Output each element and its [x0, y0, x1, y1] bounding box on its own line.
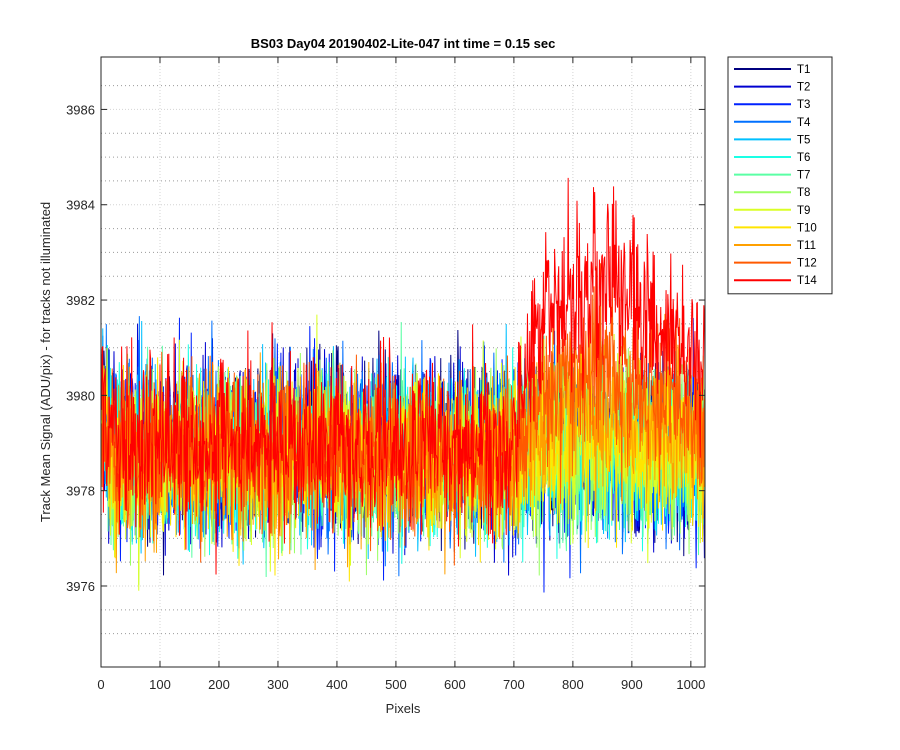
- legend-label-t1: T1: [797, 64, 810, 76]
- y-tick-label: 3982: [66, 293, 95, 308]
- legend-label-t8: T8: [797, 187, 810, 199]
- plot-area: [101, 177, 705, 593]
- legend-label-t10: T10: [797, 222, 817, 234]
- axes-box: [100, 56, 706, 668]
- legend-label-t14: T14: [797, 275, 817, 287]
- y-tick-label: 3986: [66, 102, 95, 117]
- x-tick-label: 600: [444, 677, 466, 692]
- x-tick-label: 700: [503, 677, 525, 692]
- series-line-t14: [101, 177, 705, 575]
- series-layer: [101, 177, 705, 593]
- y-tick-label: 3980: [66, 388, 95, 403]
- legend-label-t7: T7: [797, 170, 810, 182]
- legend-label-t9: T9: [797, 205, 810, 217]
- x-tick-label: 0: [97, 677, 104, 692]
- legend-label-t3: T3: [797, 99, 810, 111]
- y-tick-label: 3984: [66, 198, 95, 213]
- chart-title: BS03 Day04 20190402-Lite-047 int time = …: [251, 36, 556, 51]
- ticks: 0 100 200 300 400 500 600 700 800 900 1000 3976 3978…: [66, 57, 705, 692]
- y-tick-label: 3978: [66, 484, 95, 499]
- legend-label-t4: T4: [797, 117, 811, 129]
- legend-label-t11: T11: [797, 240, 816, 252]
- x-tick-label: 400: [326, 677, 348, 692]
- legend-label-t2: T2: [797, 82, 810, 94]
- x-tick-label: 800: [562, 677, 584, 692]
- x-tick-label: 100: [149, 677, 171, 692]
- legend-label-t5: T5: [797, 134, 810, 146]
- x-tick-label: 300: [267, 677, 289, 692]
- x-tick-label: 200: [208, 677, 230, 692]
- legend-label-t6: T6: [797, 152, 810, 164]
- y-axis-label: Track Mean Signal (ADU/pix) - for tracks…: [38, 202, 53, 522]
- legend-label-t12: T12: [797, 258, 817, 270]
- legend: T1 T2 T3 T4 T5 T6 T7 T8 T9 T10 T11 T12 T14: [727, 56, 833, 295]
- x-tick-label: 900: [621, 677, 643, 692]
- x-tick-label: 500: [385, 677, 407, 692]
- y-tick-label: 3976: [66, 579, 95, 594]
- x-axis-label: Pixels: [386, 701, 421, 716]
- x-tick-label: 1000: [676, 677, 705, 692]
